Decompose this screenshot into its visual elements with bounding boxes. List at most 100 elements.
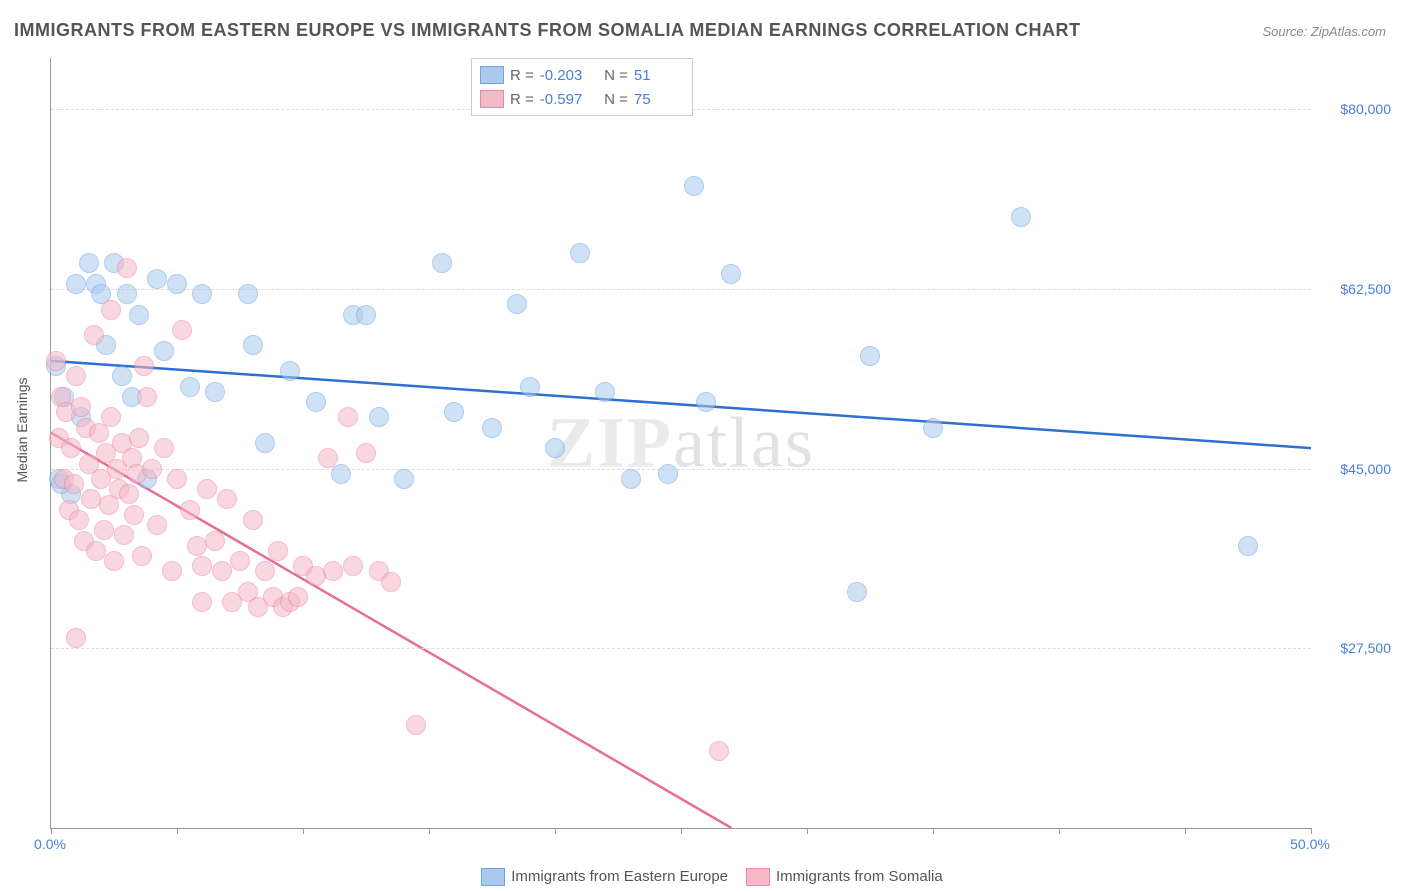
data-point [356, 443, 376, 463]
data-point [162, 561, 182, 581]
stat-r-value: -0.203 [540, 67, 590, 84]
data-point [154, 438, 174, 458]
data-point [205, 531, 225, 551]
trend-line [51, 433, 731, 828]
data-point [154, 341, 174, 361]
data-point [306, 392, 326, 412]
data-point [482, 418, 502, 438]
stat-r-label: R = [510, 67, 534, 84]
watermark-bold: ZIP [547, 403, 673, 483]
legend-label: Immigrants from Eastern Europe [511, 868, 728, 885]
data-point [69, 510, 89, 530]
legend-label: Immigrants from Somalia [776, 868, 943, 885]
watermark-thin: atlas [673, 403, 815, 483]
correlation-legend: R = -0.203 N = 51R = -0.597 N = 75 [471, 58, 693, 116]
data-point [94, 520, 114, 540]
data-point [197, 479, 217, 499]
data-point [114, 525, 134, 545]
data-point [172, 320, 192, 340]
x-tick [1059, 828, 1060, 834]
data-point [192, 284, 212, 304]
data-point [684, 176, 704, 196]
watermark: ZIPatlas [547, 402, 815, 485]
data-point [167, 274, 187, 294]
chart-title: IMMIGRANTS FROM EASTERN EUROPE VS IMMIGR… [14, 20, 1081, 41]
data-point [129, 428, 149, 448]
data-point [66, 274, 86, 294]
x-tick [681, 828, 682, 834]
data-point [323, 561, 343, 581]
data-point [180, 500, 200, 520]
data-point [268, 541, 288, 561]
x-tick [303, 828, 304, 834]
trend-line [51, 361, 1311, 448]
x-tick [555, 828, 556, 834]
x-tick [933, 828, 934, 834]
data-point [79, 253, 99, 273]
data-point [132, 546, 152, 566]
data-point [394, 469, 414, 489]
data-point [595, 382, 615, 402]
source-attribution: Source: ZipAtlas.com [1262, 24, 1386, 39]
data-point [124, 505, 144, 525]
legend-swatch [480, 90, 504, 108]
data-point [217, 489, 237, 509]
data-point [205, 382, 225, 402]
y-axis-label: Median Earnings [14, 377, 30, 482]
stat-n-value: 75 [634, 91, 684, 108]
data-point [147, 269, 167, 289]
data-point [1011, 207, 1031, 227]
x-tick-label: 0.0% [34, 836, 66, 852]
data-point [192, 592, 212, 612]
data-point [66, 628, 86, 648]
data-point [721, 264, 741, 284]
x-tick-label: 50.0% [1290, 836, 1330, 852]
y-tick-label: $62,500 [1321, 281, 1391, 297]
data-point [923, 418, 943, 438]
data-point [46, 351, 66, 371]
stat-n-label: N = [596, 91, 628, 108]
stat-r-label: R = [510, 91, 534, 108]
data-point [369, 407, 389, 427]
data-point [142, 459, 162, 479]
data-point [117, 284, 137, 304]
data-point [520, 377, 540, 397]
x-tick [807, 828, 808, 834]
data-point [545, 438, 565, 458]
y-tick-label: $27,500 [1321, 640, 1391, 656]
data-point [180, 377, 200, 397]
data-point [84, 325, 104, 345]
data-point [696, 392, 716, 412]
legend-swatch [480, 66, 504, 84]
data-point [709, 741, 729, 761]
stat-n-value: 51 [634, 67, 684, 84]
data-point [255, 433, 275, 453]
data-point [137, 387, 157, 407]
x-tick [51, 828, 52, 834]
data-point [621, 469, 641, 489]
data-point [101, 300, 121, 320]
data-point [658, 464, 678, 484]
data-point [406, 715, 426, 735]
plot-area: ZIPatlas R = -0.203 N = 51R = -0.597 N =… [50, 58, 1311, 829]
data-point [331, 464, 351, 484]
data-point [288, 587, 308, 607]
data-point [104, 551, 124, 571]
x-tick [177, 828, 178, 834]
data-point [507, 294, 527, 314]
data-point [570, 243, 590, 263]
data-point [101, 407, 121, 427]
legend-swatch [481, 868, 505, 886]
legend-row: R = -0.203 N = 51 [480, 63, 684, 87]
data-point [119, 484, 139, 504]
data-point [243, 510, 263, 530]
data-point [338, 407, 358, 427]
data-point [117, 258, 137, 278]
data-point [192, 556, 212, 576]
data-point [71, 397, 91, 417]
data-point [847, 582, 867, 602]
stat-n-label: N = [596, 67, 628, 84]
data-point [230, 551, 250, 571]
data-point [61, 438, 81, 458]
grid-line [51, 469, 1311, 470]
